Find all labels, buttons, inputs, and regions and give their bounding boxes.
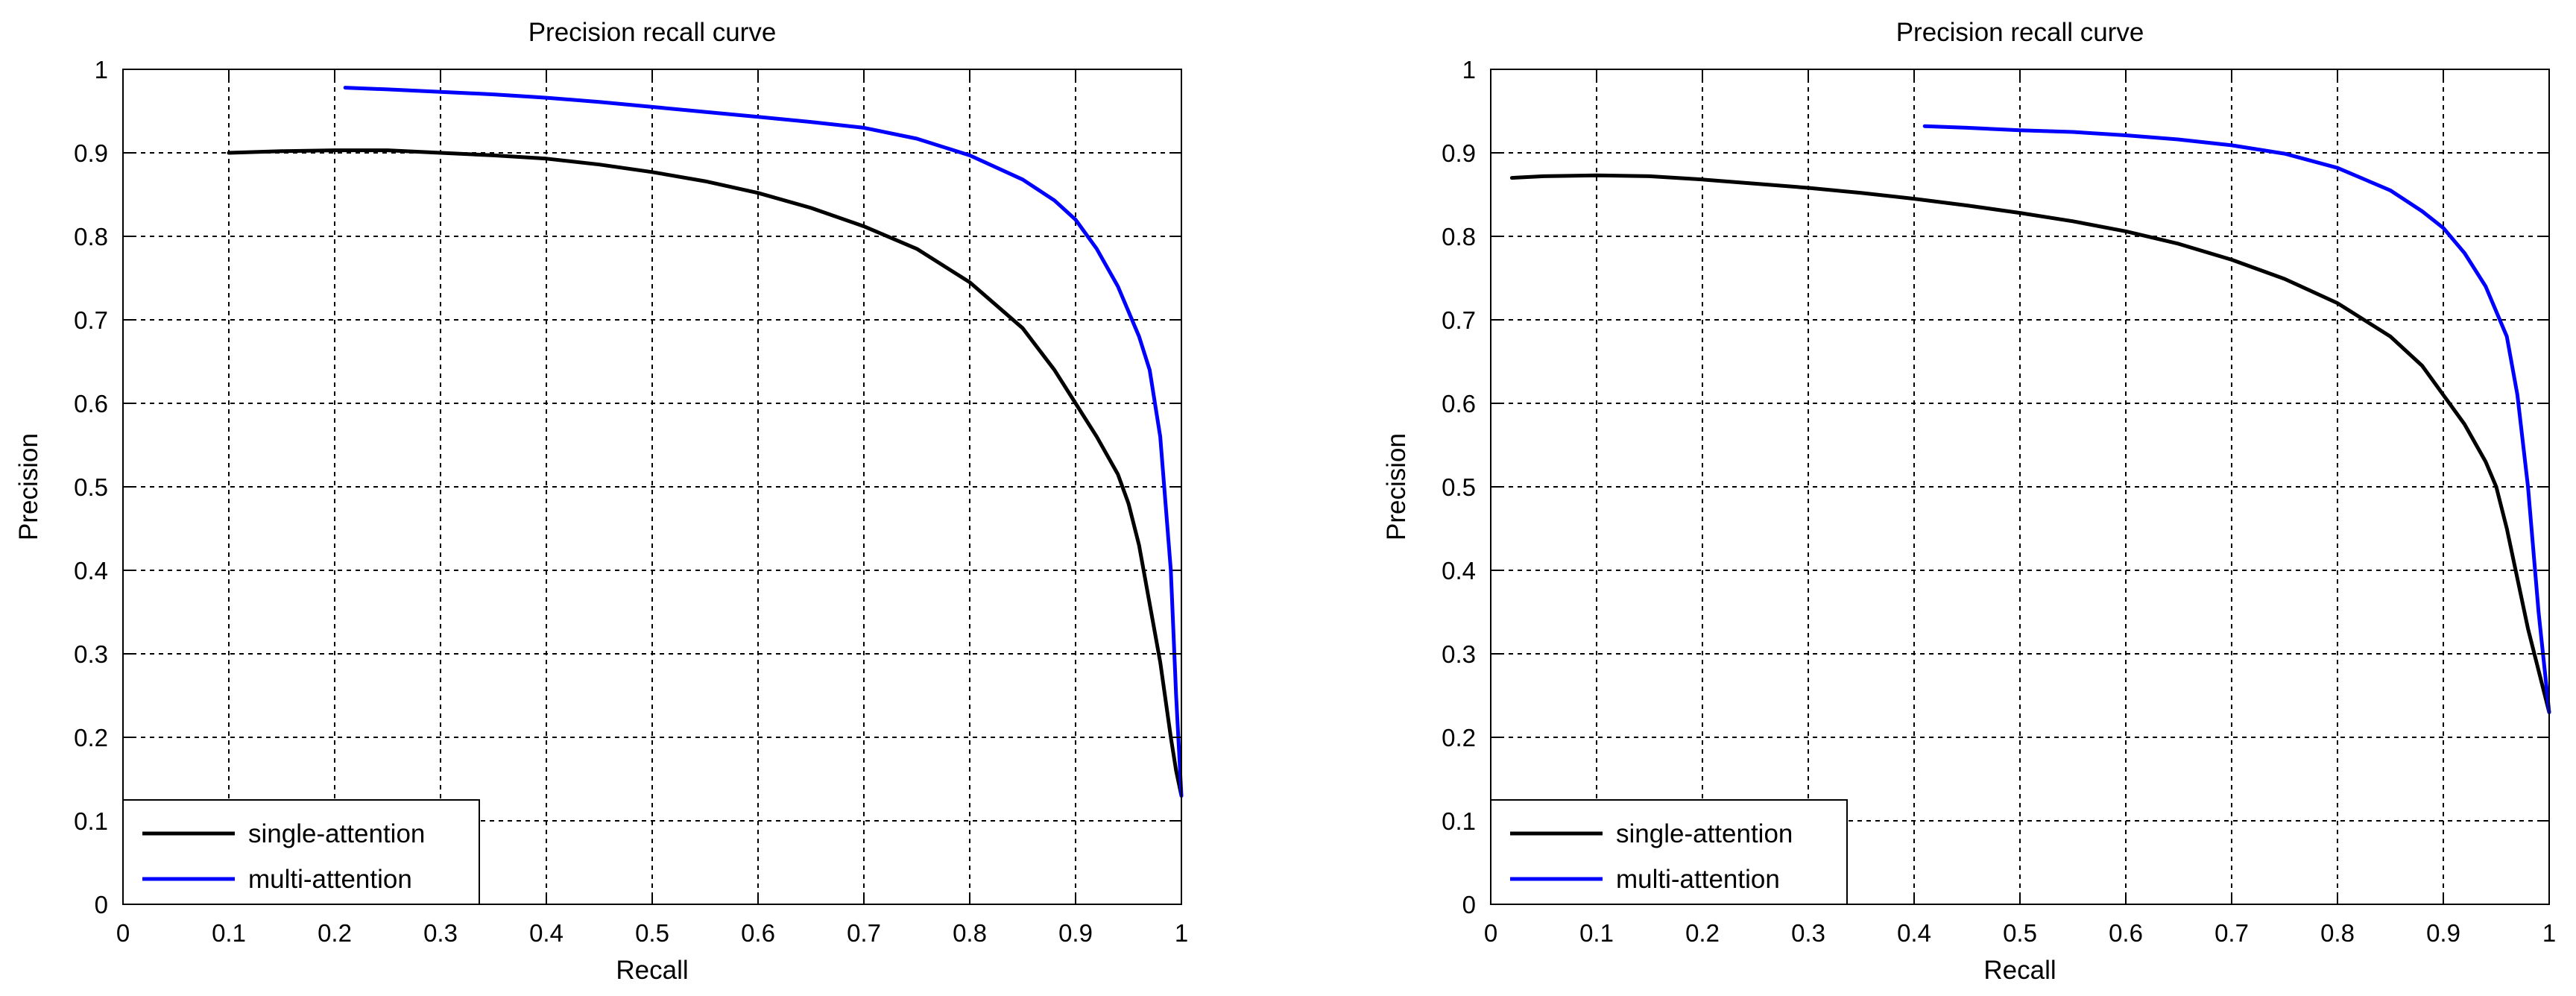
chart-left: Precision recall curve Recall Precision … — [14, 18, 1188, 985]
y-tick-label: 0.5 — [74, 473, 108, 501]
y-tick-label: 0.4 — [74, 557, 108, 584]
x-tick-label: 1 — [2542, 919, 2556, 947]
y-tick-label: 0.7 — [1442, 306, 1476, 334]
x-tick-label: 0.2 — [1685, 919, 1720, 947]
legend-label-multi-attention: multi-attention — [1616, 865, 1780, 894]
x-tick-label: 0 — [1484, 919, 1497, 947]
legend-label-single-attention: single-attention — [248, 819, 425, 848]
y-axis-label: Precision — [1382, 433, 1411, 540]
x-tick-label: 0.2 — [318, 919, 352, 947]
x-axis-label: Recall — [616, 956, 688, 985]
series-line-single-attention — [227, 148, 1184, 798]
x-tick-label: 0.4 — [529, 919, 564, 947]
chart-title: Precision recall curve — [1896, 18, 2144, 47]
y-tick-label: 0.2 — [74, 724, 108, 751]
y-tick-label: 0.6 — [1442, 390, 1476, 417]
x-tick-label: 1 — [1175, 919, 1188, 947]
y-tick-label: 0.6 — [74, 390, 108, 417]
x-tick-label: 0 — [116, 919, 130, 947]
x-tick-label: 0.5 — [635, 919, 669, 947]
y-tick-label: 0.1 — [1442, 807, 1476, 835]
series — [227, 86, 1184, 798]
chart-title: Precision recall curve — [528, 18, 777, 47]
grid — [1491, 69, 2549, 904]
y-tick-label: 0 — [1462, 891, 1476, 918]
y-tick-label: 0.3 — [74, 640, 108, 668]
y-tick-label: 0.8 — [74, 223, 108, 250]
series-line-single-attention — [1509, 173, 2551, 714]
ticks: 0 0.1 0.2 0.3 0.4 0.5 0.6 0.7 0.8 0.9 1 0 0.1 0.2 0.3 0… — [1442, 56, 2556, 947]
y-tick-label: 0.5 — [1442, 473, 1476, 501]
x-tick-label: 0.6 — [2109, 919, 2143, 947]
x-tick-label: 0.8 — [953, 919, 987, 947]
y-tick-label: 0.8 — [1442, 223, 1476, 250]
y-tick-label: 0.9 — [74, 139, 108, 167]
legend-box — [1490, 799, 1848, 905]
legend-label-single-attention: single-attention — [1616, 819, 1793, 848]
x-tick-label: 0.9 — [2426, 919, 2460, 947]
y-tick-label: 0.4 — [1442, 557, 1476, 584]
x-tick-label: 0.3 — [1791, 919, 1825, 947]
x-tick-label: 0.3 — [423, 919, 458, 947]
series-line-multi-attention — [1922, 124, 2551, 714]
x-tick-label: 0.6 — [741, 919, 775, 947]
x-tick-label: 0.7 — [847, 919, 881, 947]
y-tick-label: 1 — [1462, 56, 1476, 83]
chart-right: Precision recall curve Recall Precision … — [1382, 18, 2556, 985]
x-tick-label: 0.1 — [1579, 919, 1614, 947]
x-tick-label: 0.4 — [1897, 919, 1931, 947]
series-line-multi-attention — [343, 86, 1184, 798]
y-tick-label: 0.3 — [1442, 640, 1476, 668]
x-tick-label: 0.8 — [2320, 919, 2355, 947]
legend: single-attention multi-attention — [122, 799, 480, 905]
x-axis-label: Recall — [1983, 956, 2056, 985]
x-tick-label: 0.5 — [2003, 919, 2037, 947]
y-tick-label: 0.1 — [74, 807, 108, 835]
legend: single-attention multi-attention — [1490, 799, 1848, 905]
y-tick-label: 0.9 — [1442, 139, 1476, 167]
y-tick-label: 1 — [95, 56, 108, 83]
legend-label-multi-attention: multi-attention — [248, 865, 412, 894]
y-tick-label: 0.2 — [1442, 724, 1476, 751]
x-tick-label: 0.1 — [212, 919, 246, 947]
y-axis-label: Precision — [14, 433, 43, 540]
grid — [123, 69, 1181, 904]
x-tick-label: 0.7 — [2214, 919, 2249, 947]
y-tick-label: 0.7 — [74, 306, 108, 334]
y-tick-label: 0 — [95, 891, 108, 918]
legend-box — [122, 799, 480, 905]
x-tick-label: 0.9 — [1058, 919, 1093, 947]
series — [1509, 124, 2551, 714]
